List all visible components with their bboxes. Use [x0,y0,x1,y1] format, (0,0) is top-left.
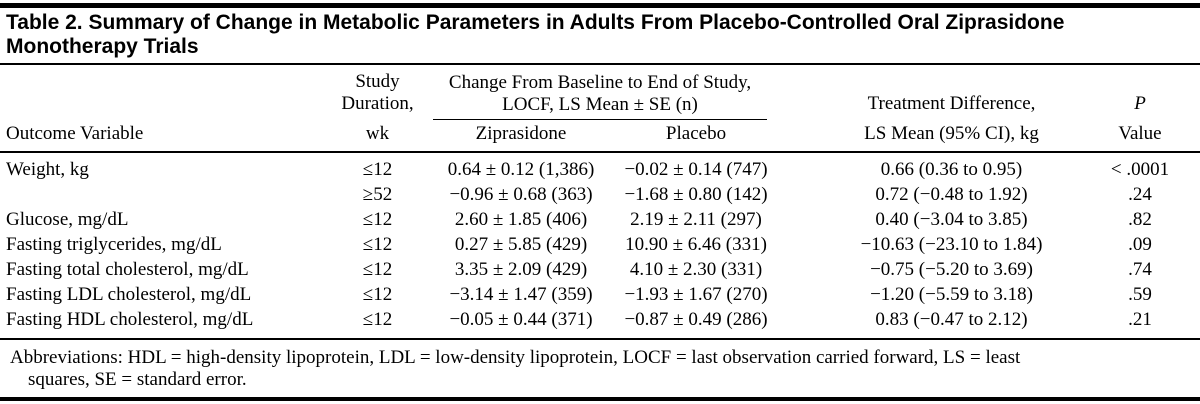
table-row: Glucose, mg/dL ≤12 2.60 ± 1.85 (406) 2.1… [0,207,1200,232]
cell-placebo: −1.93 ± 1.67 (270) [624,284,768,305]
cell-p-value: .24 [1128,184,1152,205]
table-row: Fasting LDL cholesterol, mg/dL ≤12 −3.14… [0,282,1200,307]
header-change-group: Change From Baseline to End of Study, LO… [425,65,775,120]
header-treatment-difference-line1: Treatment Difference, [867,93,1036,114]
cell-placebo: −1.68 ± 0.80 (142) [624,184,768,205]
top-rule [0,3,1200,8]
cell-outcome: Fasting LDL cholesterol, mg/dL [6,284,252,305]
table-row: ≥52 −0.96 ± 0.68 (363) −1.68 ± 0.80 (142… [0,182,1200,207]
metabolic-parameters-table: Study Duration, Change From Baseline to … [0,65,1200,340]
cell-ziprasidone: 3.35 ± 2.09 (429) [454,259,588,280]
cell-p-value: .09 [1128,234,1152,255]
cell-outcome [0,182,330,207]
header-study-duration: Study Duration, [330,65,425,120]
cell-placebo: 2.19 ± 2.11 (297) [630,209,762,230]
cell-ziprasidone: 2.60 ± 1.85 (406) [454,209,588,230]
header-change-group-line1: Change From Baseline to End of Study, [448,72,752,93]
cell-placebo: −0.87 ± 0.49 (286) [617,307,775,340]
cell-p-value: .21 [1080,307,1200,340]
header-change-group-line2: LOCF, LS Mean ± SE (n) [502,94,698,115]
header-treatment-difference-line2: LS Mean (95% CI), kg [775,120,1080,153]
table-row: Fasting total cholesterol, mg/dL ≤12 3.3… [0,257,1200,282]
header-ziprasidone: Ziprasidone [425,120,617,153]
cell-difference: 0.83 (−0.47 to 2.12) [775,307,1080,340]
cell-duration: ≤12 [362,209,393,230]
cell-outcome: Glucose, mg/dL [6,209,129,230]
cell-ziprasidone: 0.64 ± 0.12 (1,386) [447,159,595,180]
header-placebo: Placebo [617,120,775,153]
cell-p-value: .82 [1128,209,1152,230]
table-header: Study Duration, Change From Baseline to … [0,65,1200,153]
header-outcome-variable: Outcome Variable [0,120,330,153]
table-row: Fasting HDL cholesterol, mg/dL ≤12 −0.05… [0,307,1200,340]
cell-difference: −0.75 (−5.20 to 3.69) [870,259,1033,280]
cell-placebo: −0.02 ± 0.14 (747) [624,159,768,180]
header-p: P [1080,65,1200,120]
header-row-top: Study Duration, Change From Baseline to … [0,65,1200,120]
cell-ziprasidone: 0.27 ± 5.85 (429) [454,234,588,255]
cell-placebo: 10.90 ± 6.46 (331) [625,234,767,255]
header-p-line1: P [1134,93,1146,114]
bottom-rule [0,397,1200,401]
header-study-duration-line2: Duration, [341,93,414,114]
cell-p-value: .59 [1128,284,1152,305]
header-study-duration-line1: Study [355,71,400,92]
cell-difference: 0.66 (0.36 to 0.95) [880,159,1023,180]
header-treatment-difference: Treatment Difference, [775,65,1080,120]
table-body: Weight, kg ≤12 0.64 ± 0.12 (1,386) −0.02… [0,152,1200,340]
cell-outcome: Fasting triglycerides, mg/dL [6,234,222,255]
cell-outcome: Fasting total cholesterol, mg/dL [6,259,249,280]
cell-placebo: 4.10 ± 2.30 (331) [629,259,763,280]
table-footnote: Abbreviations: HDL = high-density lipopr… [0,340,1200,397]
cell-ziprasidone: −3.14 ± 1.47 (359) [449,284,593,305]
header-change-group-inner: Change From Baseline to End of Study, LO… [433,72,767,120]
cell-duration: ≤12 [362,159,393,180]
cell-ziprasidone: −0.05 ± 0.44 (371) [425,307,617,340]
table-title: Table 2. Summary of Change in Metabolic … [0,8,1200,65]
cell-p-value: < .0001 [1110,159,1170,180]
table-row: Fasting triglycerides, mg/dL ≤12 0.27 ± … [0,232,1200,257]
cell-difference: 0.72 (−0.48 to 1.92) [875,184,1028,205]
footnote-line1: Abbreviations: HDL = high-density lipopr… [10,347,1021,368]
cell-duration: ≤12 [362,234,393,255]
cell-duration: ≥52 [362,184,393,205]
header-row-bottom: Outcome Variable wk Ziprasidone Placebo … [0,120,1200,153]
header-outcome-spacer [0,65,330,120]
cell-duration: ≤12 [362,284,393,305]
header-p-value-label: Value [1080,120,1200,153]
cell-outcome: Fasting HDL cholesterol, mg/dL [0,307,330,340]
table-row: Weight, kg ≤12 0.64 ± 0.12 (1,386) −0.02… [0,152,1200,182]
cell-duration: ≤12 [330,307,425,340]
cell-difference: −1.20 (−5.59 to 3.18) [870,284,1033,305]
cell-duration: ≤12 [362,259,393,280]
cell-difference: −10.63 (−23.10 to 1.84) [860,234,1043,255]
cell-p-value: .74 [1128,259,1152,280]
footnote-line2: squares, SE = standard error. [28,369,247,390]
cell-ziprasidone: −0.96 ± 0.68 (363) [449,184,593,205]
header-duration-unit: wk [330,120,425,153]
cell-difference: 0.40 (−3.04 to 3.85) [875,209,1028,230]
cell-outcome: Weight, kg [6,159,89,180]
